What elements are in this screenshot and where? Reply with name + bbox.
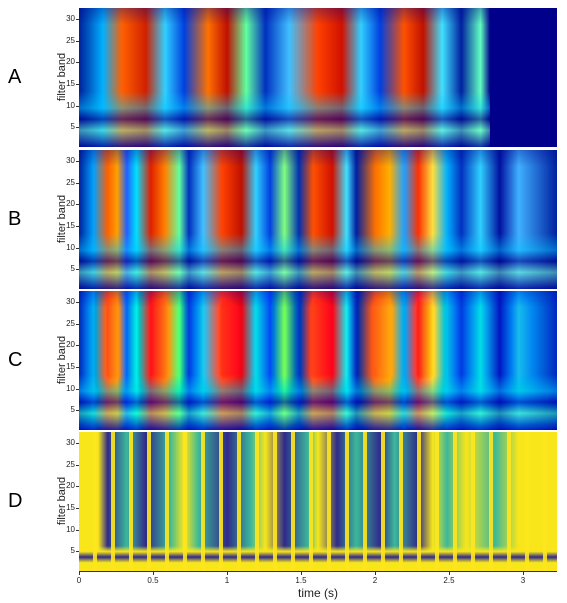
x-tick <box>152 571 154 575</box>
y-tick-label: 10 <box>66 100 75 110</box>
panel-label: D <box>8 489 23 512</box>
y-tick-label: 25 <box>66 318 75 328</box>
y-tick-label: 20 <box>66 481 75 491</box>
y-tick <box>76 182 79 184</box>
x-axis-line <box>79 571 557 572</box>
heatmap <box>79 150 557 289</box>
y-tick <box>76 551 79 553</box>
y-tick-label: 5 <box>70 546 75 556</box>
y-tick-label: 5 <box>70 122 75 132</box>
y-tick-label: 10 <box>66 383 75 393</box>
y-tick <box>76 388 79 390</box>
y-tick <box>76 529 79 531</box>
y-tick <box>76 62 79 64</box>
y-tick-label: 30 <box>66 13 75 23</box>
heatmap-panel <box>79 150 557 289</box>
y-tick <box>76 84 79 86</box>
y-tick <box>76 18 79 20</box>
y-tick-label: 25 <box>66 459 75 469</box>
y-tick-label: 30 <box>66 155 75 165</box>
y-tick <box>76 247 79 249</box>
x-tick <box>448 571 450 575</box>
x-tick <box>79 571 80 575</box>
x-axis-label: time (s) <box>298 586 338 600</box>
heatmap-panel <box>79 8 557 147</box>
y-tick-label: 30 <box>66 437 75 447</box>
heatmap <box>79 8 557 147</box>
panel-label: C <box>8 348 23 371</box>
panel-label: B <box>8 207 22 230</box>
y-tick-label: 25 <box>66 35 75 45</box>
y-tick <box>76 105 79 107</box>
y-tick <box>76 442 79 444</box>
y-tick-label: 15 <box>66 221 75 231</box>
y-tick-label: 5 <box>70 264 75 274</box>
y-tick <box>76 345 79 347</box>
y-tick <box>76 160 79 162</box>
y-tick-label: 30 <box>66 296 75 306</box>
y-tick <box>76 269 79 271</box>
x-tick-label: 1 <box>224 576 230 585</box>
y-tick <box>76 226 79 228</box>
y-tick-label: 20 <box>66 57 75 67</box>
y-tick-label: 15 <box>66 503 75 513</box>
y-tick <box>76 367 79 369</box>
x-tick-label: 3 <box>520 576 526 585</box>
heatmap <box>79 432 557 571</box>
y-tick-label: 5 <box>70 405 75 415</box>
x-tick-label: 0 <box>76 576 82 585</box>
x-tick <box>226 571 228 575</box>
y-tick <box>76 486 79 488</box>
y-tick-label: 15 <box>66 79 75 89</box>
y-tick-label: 15 <box>66 362 75 372</box>
x-tick <box>522 571 524 575</box>
y-tick <box>76 464 79 466</box>
y-tick-label: 25 <box>66 177 75 187</box>
y-tick <box>76 323 79 325</box>
y-tick-label: 10 <box>66 524 75 534</box>
x-tick-label: 1.5 <box>295 576 307 585</box>
x-tick-label: 2 <box>372 576 378 585</box>
panel-label: A <box>8 65 22 88</box>
y-tick-label: 20 <box>66 340 75 350</box>
y-tick-label: 20 <box>66 199 75 209</box>
y-tick-label: 10 <box>66 242 75 252</box>
x-tick-label: 2.5 <box>443 576 455 585</box>
x-tick-label: 0.5 <box>147 576 159 585</box>
y-tick <box>76 508 79 510</box>
heatmap-panel <box>79 291 557 430</box>
heatmap <box>79 291 557 430</box>
y-tick <box>76 204 79 206</box>
x-tick <box>374 571 376 575</box>
y-tick <box>76 301 79 303</box>
x-tick <box>300 571 302 575</box>
y-tick <box>76 410 79 412</box>
y-tick <box>76 40 79 42</box>
y-tick <box>76 127 79 129</box>
heatmap-panel <box>79 432 557 571</box>
